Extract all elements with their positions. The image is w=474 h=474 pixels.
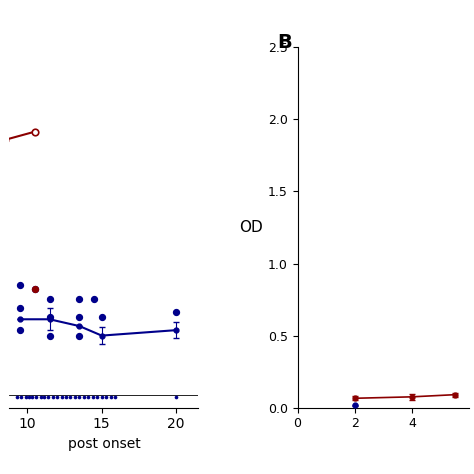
Point bbox=[28, 393, 36, 401]
Y-axis label: OD: OD bbox=[239, 220, 263, 235]
Point bbox=[32, 393, 40, 401]
Point bbox=[67, 393, 74, 401]
Point bbox=[172, 393, 180, 401]
Text: B: B bbox=[277, 33, 292, 52]
Point bbox=[31, 128, 38, 136]
Point bbox=[111, 393, 119, 401]
Point bbox=[18, 393, 25, 401]
Point bbox=[46, 332, 54, 339]
Point bbox=[75, 313, 83, 320]
Point bbox=[84, 393, 92, 401]
Point bbox=[31, 285, 38, 293]
Point bbox=[58, 393, 65, 401]
Point bbox=[53, 393, 61, 401]
Point bbox=[89, 393, 97, 401]
Point bbox=[71, 393, 79, 401]
Point bbox=[46, 295, 54, 303]
Point bbox=[46, 313, 54, 320]
Point bbox=[1, 136, 9, 144]
Point bbox=[25, 393, 33, 401]
Point bbox=[49, 393, 56, 401]
Point bbox=[80, 393, 88, 401]
Point bbox=[75, 332, 83, 339]
Point bbox=[13, 393, 21, 401]
Point bbox=[98, 313, 106, 320]
Point bbox=[75, 295, 83, 303]
Point bbox=[93, 393, 101, 401]
Point bbox=[102, 393, 110, 401]
Point bbox=[62, 393, 70, 401]
Point bbox=[107, 393, 114, 401]
Point bbox=[172, 309, 180, 316]
Point bbox=[31, 285, 38, 293]
X-axis label: post onset: post onset bbox=[68, 437, 140, 451]
Point bbox=[16, 305, 24, 312]
Point bbox=[40, 393, 47, 401]
Point bbox=[91, 295, 98, 303]
Point bbox=[37, 393, 45, 401]
Point bbox=[16, 282, 24, 289]
Point bbox=[22, 393, 30, 401]
Point bbox=[45, 393, 52, 401]
Point bbox=[16, 327, 24, 334]
Point bbox=[75, 393, 83, 401]
Point bbox=[98, 393, 106, 401]
